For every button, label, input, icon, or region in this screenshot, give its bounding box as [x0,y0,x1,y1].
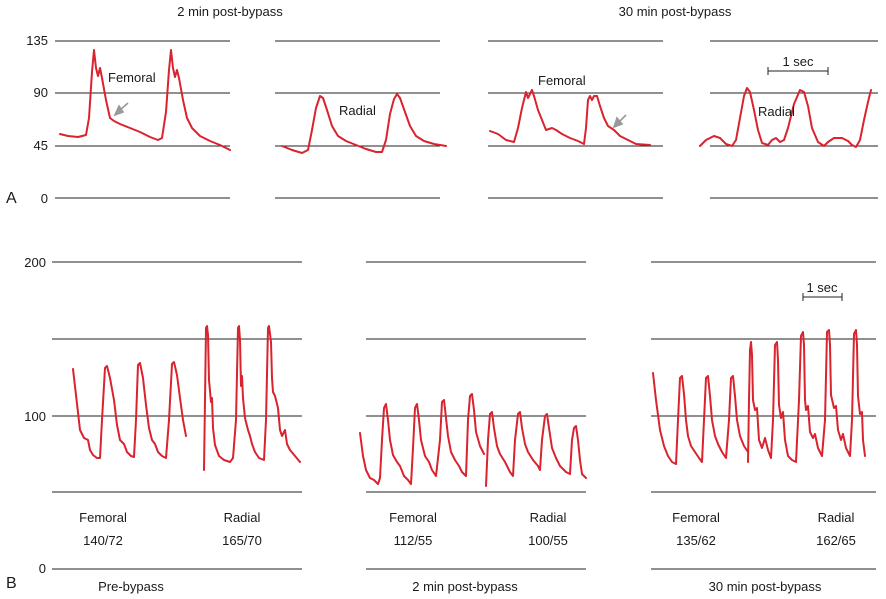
panel-b-scale-bar-label: 1 sec [806,280,838,295]
femoral-label: Femoral [389,510,437,525]
panel-a-radial-30min-trace [699,87,872,148]
panel-a: 2 min post-bypass 30 min post-bypass 135… [6,4,878,207]
radial-value: 165/70 [222,533,262,548]
panel-b-scale-bar: 1 sec [802,280,843,301]
panel-a-gridlines [55,40,878,199]
panel-a-scale-bar-label: 1 sec [782,54,814,69]
panel-a-label-femoral-2min: Femoral [108,70,156,85]
panel-b-column-30min: Femoral 135/62 Radial 162/65 30 min post… [672,510,856,594]
arrow-head [612,116,624,129]
panel-b-radial-2min-trace [485,411,587,487]
radial-value: 100/55 [528,533,568,548]
radial-label: Radial [818,510,855,525]
panel-a-ytick-0: 0 [41,191,48,206]
column-caption: 2 min post-bypass [412,579,518,594]
panel-a-arrow-femoral-30min [612,114,627,129]
panel-a-radial-2min-trace [281,93,447,154]
femoral-label: Femoral [672,510,720,525]
panel-a-label-radial-30min: Radial [758,104,795,119]
panel-a-ytick-45: 45 [34,138,48,153]
panel-a-ytick-90: 90 [34,85,48,100]
panel-b-femoral-30min-trace [652,372,749,465]
femoral-value: 140/72 [83,533,123,548]
panel-b-radial-prebypass-trace [203,325,301,471]
arrow-head [113,104,125,117]
panel-a-header-30min: 30 min post-bypass [619,4,732,19]
panel-a-scale-bar: 1 sec [767,54,829,75]
column-caption: 30 min post-bypass [709,579,822,594]
panel-a-arrow-femoral-2min [113,102,129,117]
panel-b-gridlines [52,261,876,570]
radial-value: 162/65 [816,533,856,548]
radial-label: Radial [224,510,261,525]
panel-b-femoral-2min-trace [359,393,485,485]
column-caption: Pre-bypass [98,579,164,594]
panel-a-femoral-2min-trace [59,49,231,151]
femoral-value: 135/62 [676,533,716,548]
panel-b-radial-30min-trace [747,329,866,463]
femoral-label: Femoral [79,510,127,525]
panel-b-column-2min: Femoral 112/55 Radial 100/55 2 min post-… [389,510,568,594]
panel-b-letter: B [6,575,17,592]
panel-a-letter: A [6,190,17,207]
panel-a-label-radial-2min: Radial [339,103,376,118]
radial-label: Radial [530,510,567,525]
panel-b-column-prebypass: Femoral 140/72 Radial 165/70 Pre-bypass [79,510,262,594]
panel-a-label-femoral-30min: Femoral [538,73,586,88]
panel-a-ytick-135: 135 [26,33,48,48]
panel-b-ytick-200: 200 [24,255,46,270]
panel-b-femoral-prebypass-trace [72,361,187,459]
panel-b-ytick-0: 0 [39,561,46,576]
panel-a-header-2min: 2 min post-bypass [177,4,283,19]
panel-b-ytick-100: 100 [24,409,46,424]
panel-a-femoral-30min-trace [489,89,651,146]
panel-b: 200 100 0 B [6,255,876,594]
femoral-value: 112/55 [394,533,433,548]
